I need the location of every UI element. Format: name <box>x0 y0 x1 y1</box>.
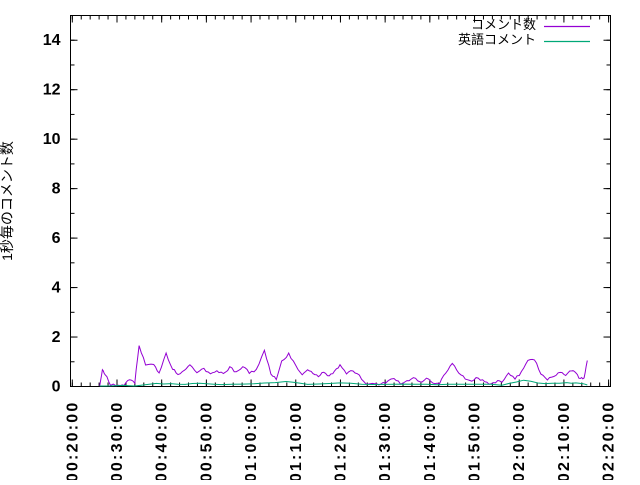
svg-text:8: 8 <box>52 181 61 198</box>
svg-text:10: 10 <box>43 131 61 148</box>
svg-text:1秒毎のコメント数: 1秒毎のコメント数 <box>0 141 15 261</box>
svg-text:01:50:00: 01:50:00 <box>467 401 484 480</box>
svg-text:02:10:00: 02:10:00 <box>556 401 573 481</box>
svg-text:12: 12 <box>43 82 61 99</box>
svg-text:2: 2 <box>52 329 61 346</box>
svg-text:6: 6 <box>52 230 61 247</box>
svg-text:コメント数: コメント数 <box>471 17 536 32</box>
svg-text:00:30:00: 00:30:00 <box>109 401 126 481</box>
svg-text:4: 4 <box>52 280 61 297</box>
svg-text:00:50:00: 00:50:00 <box>198 401 215 481</box>
svg-text:00:40:00: 00:40:00 <box>154 401 171 481</box>
svg-text:01:30:00: 01:30:00 <box>377 401 394 481</box>
svg-text:14: 14 <box>43 32 61 49</box>
svg-text:0: 0 <box>52 379 61 396</box>
svg-text:02:20:00: 02:20:00 <box>601 401 618 481</box>
svg-text:01:20:00: 01:20:00 <box>332 401 349 481</box>
svg-text:01:00:00: 01:00:00 <box>243 401 260 481</box>
svg-text:01:40:00: 01:40:00 <box>422 400 439 480</box>
svg-text:英語コメント: 英語コメント <box>458 32 536 47</box>
svg-text:02:00:00: 02:00:00 <box>511 401 528 481</box>
svg-text:01:10:00: 01:10:00 <box>288 401 305 481</box>
svg-text:00:20:00: 00:20:00 <box>64 401 81 481</box>
